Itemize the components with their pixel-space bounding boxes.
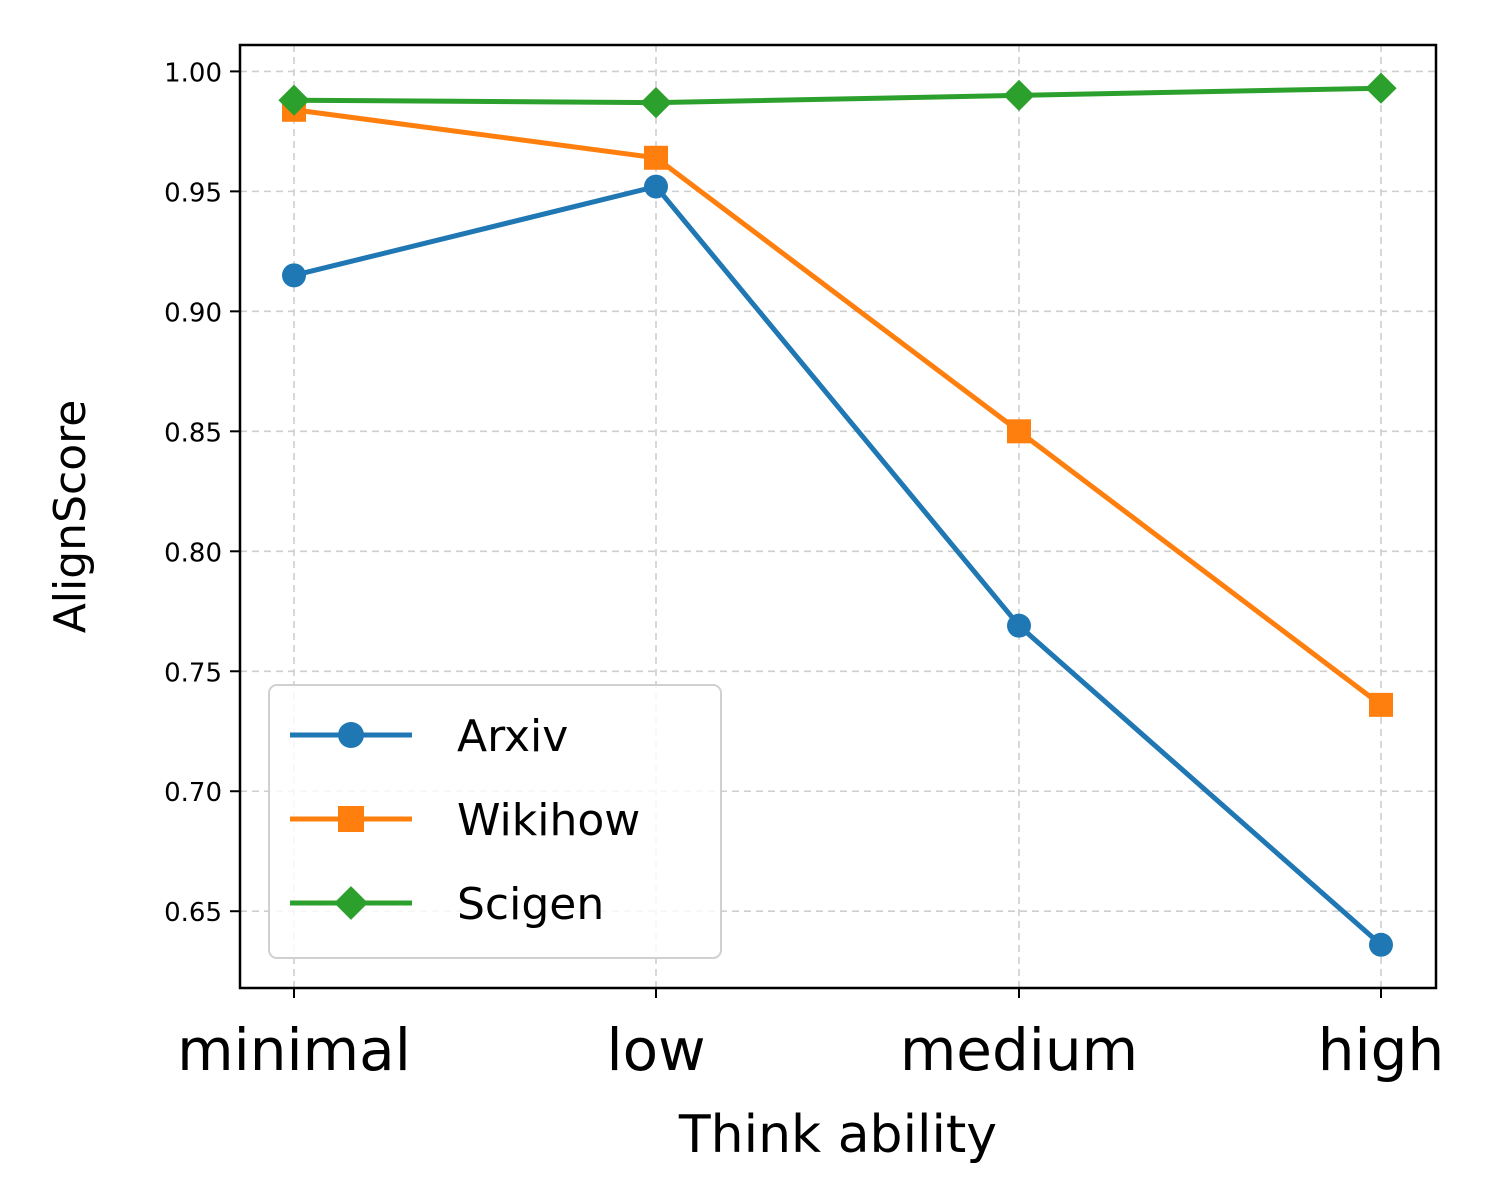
x-axis: minimal low medium high	[177, 988, 1444, 1084]
y-tick-label: 0.65	[164, 898, 222, 928]
series-layer	[278, 72, 1397, 957]
legend-box	[268, 684, 722, 959]
y-tick-label: 0.80	[164, 538, 222, 568]
data-point-arxiv	[1369, 932, 1393, 957]
y-tick-label: 0.95	[164, 178, 222, 208]
x-tick-label: low	[606, 1016, 705, 1084]
data-point-scigen	[278, 84, 310, 116]
series-arxiv	[282, 174, 1393, 957]
data-point-wikihow	[1369, 692, 1393, 717]
series-scigen	[278, 72, 1397, 119]
x-tick-label: minimal	[177, 1016, 411, 1084]
legend-item-scigen: Scigen	[290, 879, 604, 930]
data-point-arxiv	[282, 263, 306, 288]
legend-label: Scigen	[457, 879, 604, 930]
y-axis: 0.65 0.70 0.75 0.80 0.85 0.90 0.95 1.00	[164, 58, 240, 928]
data-point-scigen	[1003, 79, 1035, 111]
data-point-arxiv	[1007, 613, 1031, 638]
data-point-wikihow	[644, 145, 668, 170]
series-line-arxiv	[293, 184, 1383, 947]
x-axis-title: Think ability	[678, 1105, 997, 1165]
y-axis-title: AlignScore	[45, 400, 96, 634]
y-tick-label: 0.75	[164, 658, 222, 688]
legend-marker	[334, 886, 368, 920]
y-tick-label: 0.70	[164, 778, 222, 808]
data-point-arxiv	[644, 174, 668, 199]
legend-item-arxiv: Arxiv	[290, 711, 568, 762]
y-tick-label: 1.00	[164, 58, 222, 88]
legend-label: Arxiv	[457, 711, 568, 762]
legend: Arxiv Wikihow Scigen	[268, 684, 722, 959]
legend-marker	[338, 806, 364, 832]
data-point-scigen	[640, 86, 672, 119]
y-tick-label: 0.85	[164, 418, 222, 448]
data-point-wikihow	[1007, 419, 1031, 444]
series-line-scigen	[293, 85, 1382, 106]
series-line-wikihow	[293, 107, 1383, 707]
plot-area	[238, 43, 1438, 990]
legend-item-wikihow: Wikihow	[290, 795, 640, 846]
legend-marker	[338, 722, 364, 748]
data-point-scigen	[1365, 72, 1397, 104]
y-tick-label: 0.90	[164, 298, 222, 328]
legend-label: Wikihow	[457, 795, 640, 846]
x-tick-label: medium	[900, 1016, 1138, 1084]
x-tick-label: high	[1318, 1016, 1444, 1084]
